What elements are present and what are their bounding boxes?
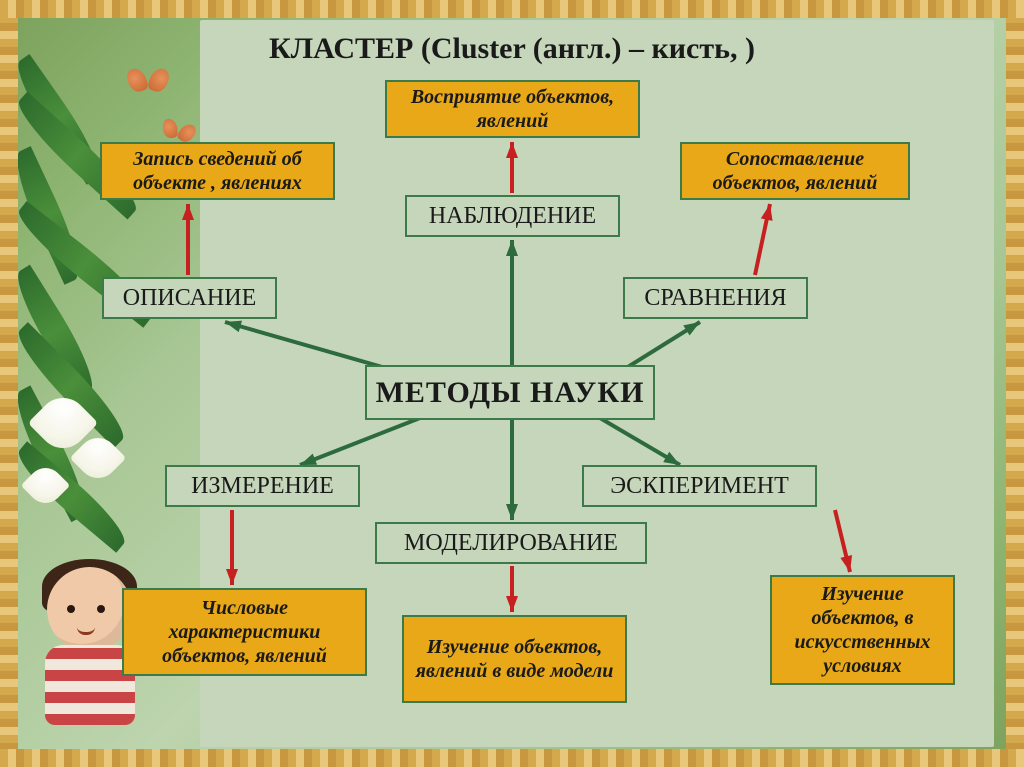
node-experiment: ЭСКПЕРИМЕНТ bbox=[582, 465, 817, 507]
node-y-artificial: Изучение объектов, в искусственных услов… bbox=[770, 575, 955, 685]
node-compare: СРАВНЕНИЯ bbox=[623, 277, 808, 319]
page-title: КЛАСТЕР (Cluster (англ.) – кисть, ) bbox=[269, 32, 755, 66]
slide-frame: КЛАСТЕР (Cluster (англ.) – кисть, ) МЕТО… bbox=[0, 0, 1024, 767]
node-model: МОДЕЛИРОВАНИЕ bbox=[375, 522, 647, 564]
node-y-match: Сопоставление объектов, явлений bbox=[680, 142, 910, 200]
node-y-numeric: Числовые характеристики объектов, явлени… bbox=[122, 588, 367, 676]
node-y-record: Запись сведений об объекте , явлениях bbox=[100, 142, 335, 200]
butterfly-icon bbox=[128, 68, 168, 98]
node-describe: ОПИСАНИЕ bbox=[102, 277, 277, 319]
node-center: МЕТОДЫ НАУКИ bbox=[365, 365, 655, 420]
node-y-modelview: Изучение объектов, явлений в виде модели bbox=[402, 615, 627, 703]
node-measure: ИЗМЕРЕНИЕ bbox=[165, 465, 360, 507]
node-observe: НАБЛЮДЕНИЕ bbox=[405, 195, 620, 237]
node-y-perceive: Восприятие объектов, явлений bbox=[385, 80, 640, 138]
